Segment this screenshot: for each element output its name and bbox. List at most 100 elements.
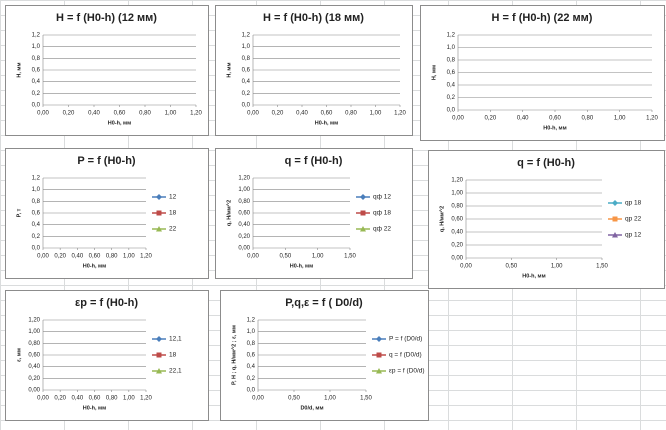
x-tick-label: 0,00 [37,111,49,117]
y-tick-label: 0,8 [447,58,456,64]
y-tick-label: 0,2 [32,234,41,240]
legend-marker [360,226,366,232]
x-tick-label: 1,00 [123,254,135,260]
legend-marker [156,194,162,200]
y-tick-label: 0,20 [238,234,250,240]
legend-marker [612,216,618,222]
x-tick-label: 1,00 [165,111,177,117]
y-tick-label: 0,0 [247,388,256,394]
chart-title: q = f (H0-h) [517,157,575,169]
legend-label: qф 22 [373,226,391,233]
y-tick-label: 0,8 [32,56,41,62]
legend-marker [156,352,162,358]
legend-label: 18 [169,352,177,359]
legend-label: qp 18 [625,200,642,207]
y-tick-label: 0,8 [242,56,251,62]
y-tick-label: 0,20 [28,376,40,382]
x-tick-label: 1,50 [596,264,608,270]
y-tick-label: 1,2 [32,33,41,39]
chart-title: H = f (H0-h) (18 мм) [263,12,364,24]
chart-title: q = f (H0-h) [285,155,343,167]
y-tick-label: 0,40 [238,222,250,228]
legend-label: q = f (D0/d) [389,352,422,359]
y-tick-label: 1,20 [451,178,463,184]
y-tick-label: 1,00 [28,329,40,335]
chart-title: H = f (H0-h) (12 мм) [56,12,157,24]
x-tick-label: 0,60 [549,116,561,122]
y-tick-label: 0,2 [247,376,256,382]
y-tick-label: 0,80 [451,204,463,210]
x-tick-label: 0,60 [89,254,101,260]
y-tick-label: 0,00 [238,246,250,252]
y-tick-label: 0,0 [32,246,41,252]
x-tick-label: 1,00 [123,396,135,402]
x-tick-label: 0,00 [460,264,472,270]
x-tick-label: 0,60 [114,111,126,117]
x-tick-label: 1,00 [312,254,324,260]
y-tick-label: 0,0 [447,108,456,114]
y-tick-label: 1,0 [242,44,251,50]
legend-marker [156,336,162,342]
x-axis-title: H0-h, мм [290,263,313,269]
x-tick-label: 0,20 [54,254,66,260]
legend-marker [376,336,382,342]
y-tick-label: 1,20 [238,176,250,182]
x-tick-label: 1,20 [140,396,152,402]
legend-label: 12,1 [169,336,182,343]
y-tick-label: 1,2 [447,33,456,39]
y-tick-label: 0,60 [238,211,250,217]
y-tick-label: 0,0 [242,103,251,109]
chart-title: εp = f (H0-h) [75,297,138,309]
y-tick-label: 0,40 [451,230,463,236]
x-tick-label: 0,00 [247,111,259,117]
y-tick-label: 0,40 [28,364,40,370]
chart-title: H = f (H0-h) (22 мм) [492,12,593,24]
y-tick-label: 1,00 [451,191,463,197]
x-axis-title: H0-h, мм [522,273,545,279]
x-tick-label: 0,20 [63,111,75,117]
y-axis-title: H, мм [431,65,437,80]
x-tick-label: 1,20 [646,116,658,122]
x-tick-label: 1,50 [360,396,372,402]
x-axis-title: H0-h, мм [108,120,131,126]
y-tick-label: 0,2 [242,91,251,97]
y-tick-label: 0,4 [242,79,251,85]
x-tick-label: 0,60 [321,111,333,117]
y-tick-label: 0,6 [32,211,41,217]
chart-frame [428,150,665,289]
y-axis-title: q, H/мм^2 [439,206,445,232]
legend-marker [360,210,366,216]
legend-marker [376,368,382,374]
x-axis-title: D0/d, мм [300,405,323,411]
chart-frame [5,5,209,136]
y-tick-label: 0,4 [447,83,456,89]
x-tick-label: 0,60 [89,396,101,402]
y-axis-title: P, т [16,208,22,217]
y-tick-label: 0,8 [247,341,256,347]
chart-title: P,q,ε = f ( D0/d) [285,297,363,309]
y-tick-label: 0,00 [451,256,463,262]
y-tick-label: 0,4 [247,364,256,370]
chart-title: P = f (H0-h) [77,155,136,167]
y-axis-title: P, H ; q, H/мм^2 ; ε, мм [231,325,237,385]
x-tick-label: 0,20 [54,396,66,402]
chart-frame [420,5,665,141]
chart-frame [220,290,429,421]
y-tick-label: 0,6 [447,70,456,76]
x-tick-label: 0,50 [288,396,300,402]
x-tick-label: 1,20 [394,111,406,117]
x-tick-label: 0,00 [37,254,49,260]
x-axis-title: H0-h, мм [543,125,566,131]
y-tick-label: 0,6 [32,68,41,74]
x-tick-label: 0,00 [252,396,264,402]
x-tick-label: 0,20 [484,116,496,122]
x-tick-label: 1,50 [344,254,356,260]
y-tick-label: 0,6 [242,68,251,74]
legend-label: 18 [169,210,177,217]
y-tick-label: 0,4 [32,79,41,85]
x-tick-label: 0,00 [247,254,259,260]
y-tick-label: 1,2 [32,176,41,182]
y-tick-label: 0,60 [28,353,40,359]
